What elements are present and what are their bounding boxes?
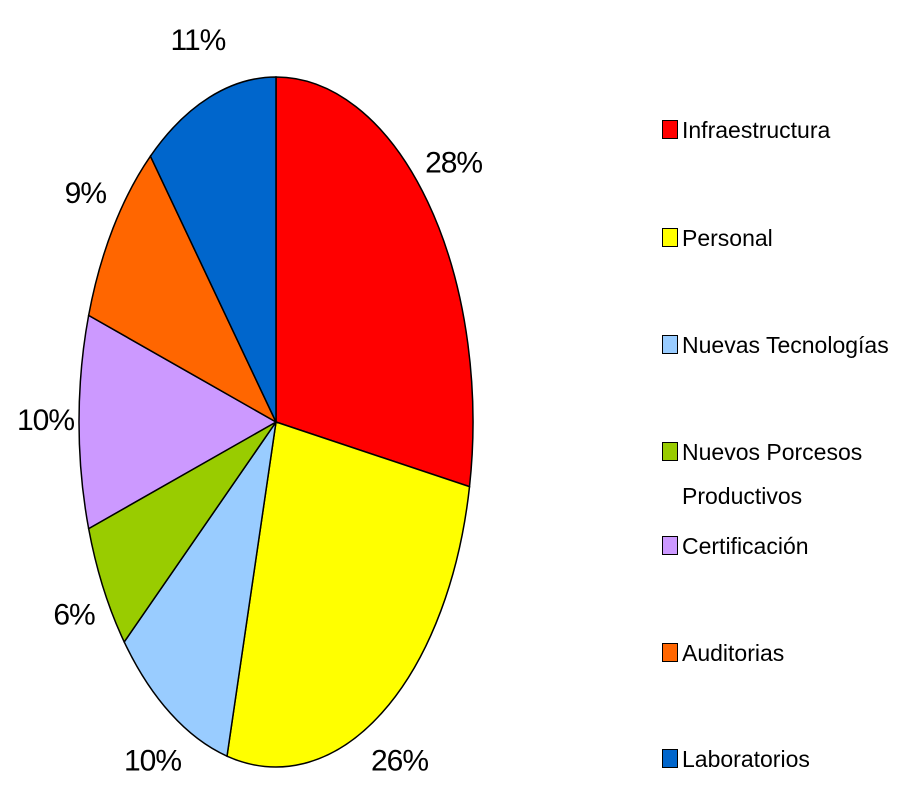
legend-key — [662, 536, 678, 555]
legend-item: Nuevas Tecnologías — [662, 323, 902, 367]
legend-label: Laboratorios — [682, 746, 810, 772]
legend-label: Nuevos Porcesos Productivos — [682, 439, 863, 509]
data-label: 11% — [171, 24, 226, 57]
pie-slice — [123, 421, 277, 758]
legend-label: Auditorias — [682, 640, 785, 666]
legend-label: Personal — [682, 225, 773, 251]
legend-key — [662, 228, 678, 247]
pie-slice — [87, 421, 277, 644]
data-label: 6% — [53, 598, 95, 631]
legend-label: Nuevas Tecnologías — [682, 332, 889, 358]
pie-slice — [275, 76, 474, 488]
data-label: 28% — [425, 147, 482, 180]
data-label: 10% — [17, 404, 74, 437]
legend-item: Laboratorios — [662, 737, 902, 781]
data-label: 9% — [65, 177, 107, 210]
legend-key — [662, 643, 678, 662]
legend-key — [662, 749, 678, 768]
pie-slice — [78, 314, 278, 530]
legend-label: Certificación — [682, 533, 809, 559]
legend-item: Certificación — [662, 524, 902, 568]
pie-slice — [226, 421, 471, 768]
data-label: 10% — [124, 745, 181, 778]
data-label: 26% — [371, 745, 428, 778]
pie-slice — [149, 76, 277, 423]
legend-key — [662, 442, 678, 461]
legend-item: Personal — [662, 216, 902, 260]
pie-slice — [87, 154, 278, 424]
chart: 28% 26% 10% 6% 10% 9% 11% — [17, 24, 483, 778]
legend-key — [662, 335, 678, 354]
legend-item: Infraestructura — [662, 108, 902, 152]
legend-item: Auditorias — [662, 631, 902, 675]
legend-label: Infraestructura — [682, 117, 831, 143]
legend-item: Nuevos Porcesos Productivos — [662, 430, 902, 518]
legend-key — [662, 120, 678, 139]
